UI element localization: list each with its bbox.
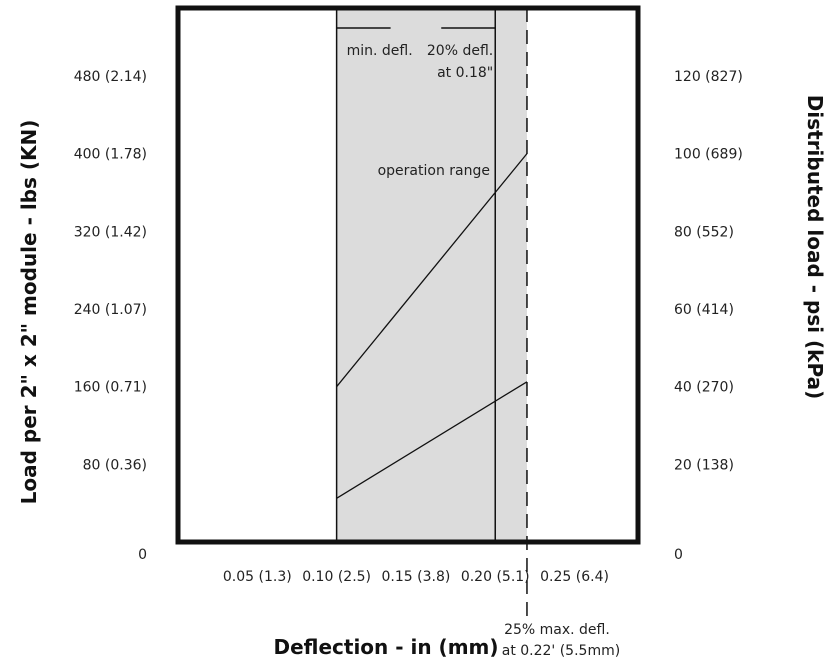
x-tick-label: 0.25 (6.4) xyxy=(540,569,609,585)
max-deflection-sublabel: at 0.22' (5.5mm) xyxy=(502,643,620,659)
plot-frame xyxy=(175,5,641,545)
twenty-percent-sublabel: at 0.18" xyxy=(437,65,493,81)
y-right-tick-label: 40 (270) xyxy=(674,380,734,396)
operation-range-shading xyxy=(336,8,527,542)
x-tick-label: 0.15 (3.8) xyxy=(382,569,451,585)
y-left-tick-label: 400 (1.78) xyxy=(74,147,147,163)
y-left-tick-label: 80 (0.36) xyxy=(83,457,147,473)
y-right-tick-label: 80 (552) xyxy=(674,224,734,240)
y-left-tick-label: 320 (1.42) xyxy=(74,224,147,240)
y-left-axis-title: Load per 2" x 2" module - lbs (KN) xyxy=(17,120,41,505)
y-right-tick-label: 60 (414) xyxy=(674,302,734,318)
min-deflection-label: min. defl. xyxy=(347,43,413,59)
y-left-tick-label: 480 (2.14) xyxy=(74,69,147,85)
x-tick-label: 0.20 (5.1) xyxy=(461,569,530,585)
twenty-percent-label: 20% defl. xyxy=(427,43,493,59)
y-right-tick-label: 20 (138) xyxy=(674,457,734,473)
reference-lines xyxy=(335,8,528,616)
y-right-tick-label: 120 (827) xyxy=(674,69,743,85)
max-deflection-label: 25% max. defl. xyxy=(504,622,610,638)
y-left-tick-label: 0 xyxy=(138,547,147,563)
y-left-tick-label: 240 (1.07) xyxy=(74,302,147,318)
x-axis-title: Deflection - in (mm) xyxy=(273,635,498,659)
x-tick-label: 0.05 (1.3) xyxy=(223,569,292,585)
y-right-tick-label: 100 (689) xyxy=(674,147,743,163)
x-tick-labels: 0.05 (1.3) 0.10 (2.5) 0.15 (3.8) 0.20 (5.1)… xyxy=(223,569,609,585)
y-right-tick-labels: 0 20 (138) 40 (270) 60 (414) 80 (552) 100 (68… xyxy=(674,69,743,563)
y-left-tick-labels: 0 80 (0.36) 160 (0.71) 240 (1.07) 320 (1.42)… xyxy=(74,69,147,563)
operation-range-label: operation range xyxy=(378,163,490,179)
y-left-tick-label: 160 (0.71) xyxy=(74,380,147,396)
y-right-tick-label: 0 xyxy=(674,547,683,563)
x-tick-label: 0.10 (2.5) xyxy=(302,569,371,585)
annotations: min. defl. 20% defl. at 0.18" operation ran… xyxy=(336,27,620,659)
y-right-axis-title: Distributed load - psi (kPa) xyxy=(803,95,827,399)
